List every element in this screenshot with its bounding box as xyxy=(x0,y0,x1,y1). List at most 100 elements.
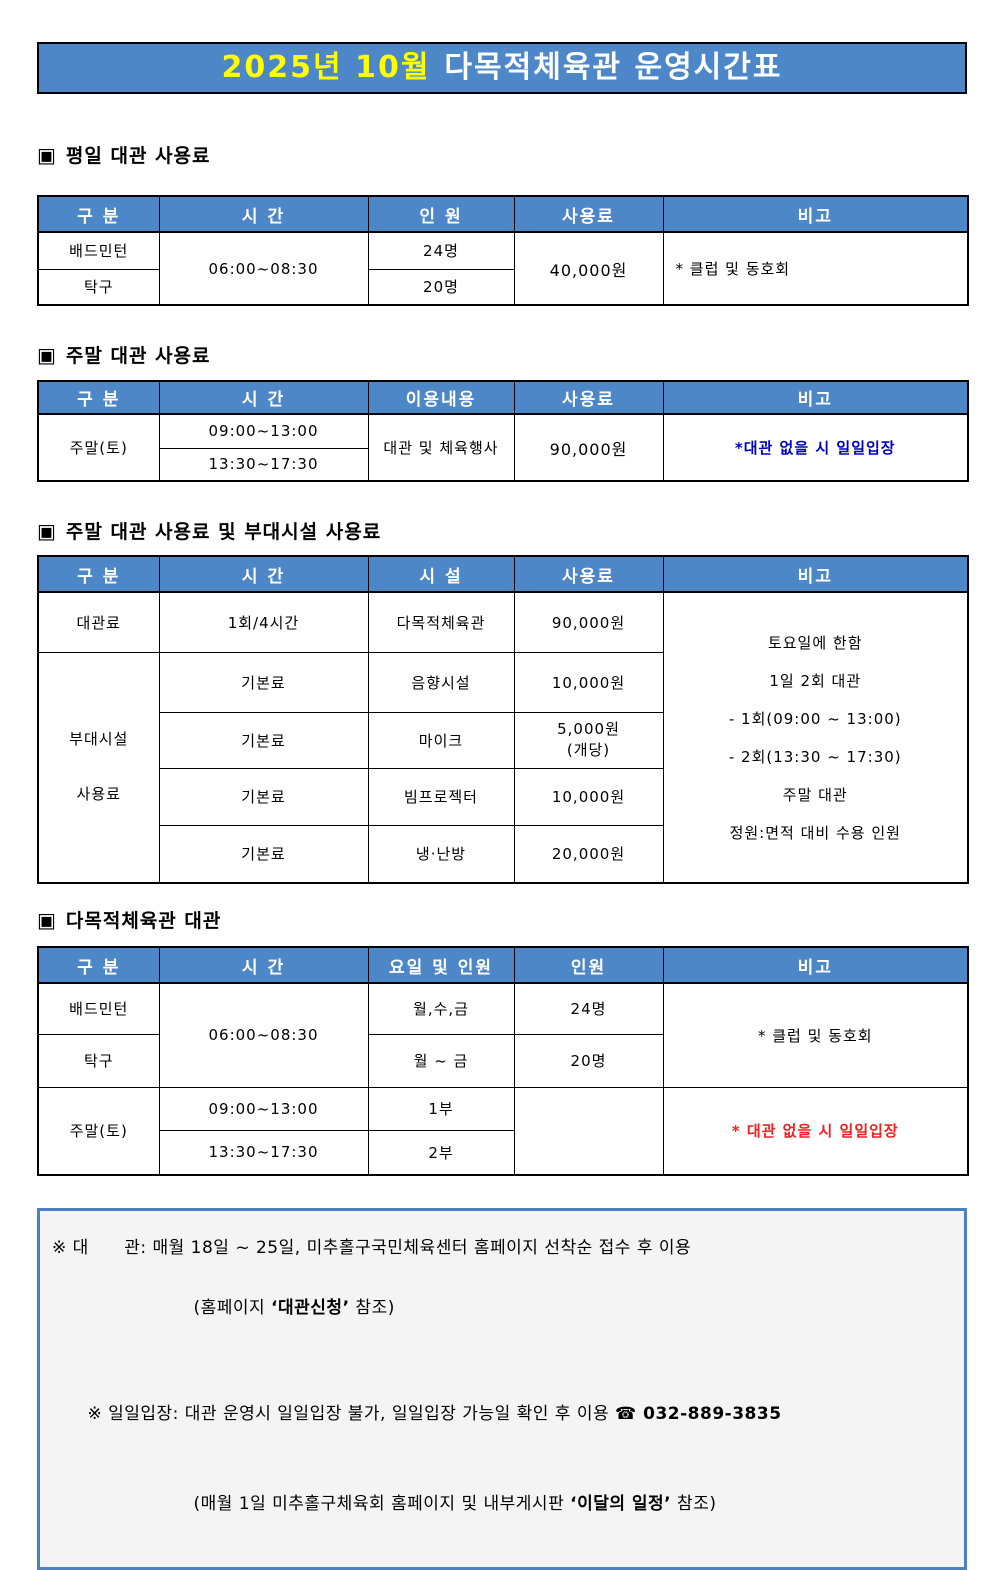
cell-base: 기본료 xyxy=(158,651,369,713)
cell-time: 09:00~13:00 xyxy=(158,1086,369,1131)
cell-base: 기본료 xyxy=(158,767,369,826)
cell-note-list: 토요일에 한함 1일 2회 대관 - 1회(09:00 ~ 13:00) - 2… xyxy=(662,591,969,884)
col-header-note: 비고 xyxy=(662,555,969,593)
cell-type: 주말(토) xyxy=(37,413,160,482)
cell-base: 기본료 xyxy=(158,824,369,884)
heading-gym-rental: ▣ 다목적체육관 대관 xyxy=(37,906,967,933)
table-row: 기본료 냉·난방 20,000원 xyxy=(38,824,968,884)
note-line: 1일 2회 대관 xyxy=(769,671,862,690)
col-header-capacity: 인원 xyxy=(513,946,664,984)
cell-capacity: 24명 xyxy=(367,231,515,270)
col-header-type: 구 분 xyxy=(37,380,160,415)
cell-sport: 탁구 xyxy=(37,268,160,306)
title-banner: 2025년 10월 다목적체육관 운영시간표 xyxy=(37,42,967,94)
table-row: 대관료 1회/4시간 다목적체육관 90,000원 토요일에 한함 1일 2회 … xyxy=(37,591,969,884)
note-line: 주말 대관 xyxy=(782,785,848,804)
table-header-row: 구 분 시 간 시 설 사용료 비고 xyxy=(37,555,969,593)
table-row: 기본료 빔프로젝터 10,000원 xyxy=(38,767,968,826)
table-row: 13:30~17:30 2부 xyxy=(38,1129,968,1176)
note-rental: ※ 대 관: 매월 18일 ~ 25일, 미추홀구국민체육센터 홈페이지 선착순… xyxy=(52,1233,950,1263)
note-line: 정원:면적 대비 수용 인원 xyxy=(729,823,901,842)
heading-text: 주말 대관 사용료 및 부대시설 사용료 xyxy=(65,521,382,543)
fee-unit: (개당) xyxy=(566,741,611,759)
note-text: 참조) xyxy=(671,1494,717,1514)
cell-time: 1회/4시간 xyxy=(158,591,369,653)
cell-facility: 마이크 xyxy=(367,711,515,769)
note-bold: ‘이달의 일정’ xyxy=(570,1494,672,1514)
page: 2025년 10월 다목적체육관 운영시간표 ▣ 평일 대관 사용료 구 분 시 … xyxy=(37,42,969,1570)
fee-amount: 5,000원 xyxy=(557,720,620,738)
cell-fee: 90,000원 xyxy=(513,413,664,482)
cell-facility: 빔프로젝터 xyxy=(367,767,515,826)
heading-weekday-fee: ▣ 평일 대관 사용료 xyxy=(37,141,967,168)
cell-sport: 탁구 xyxy=(37,1033,160,1088)
note-bold: ‘대관신청’ xyxy=(271,1298,350,1318)
cell-group-type: 부대시설 사용료 xyxy=(37,651,160,884)
cell-fee: 20,000원 xyxy=(513,824,664,884)
table-row: 부대시설 사용료 기본료 음향시설 10,000원 xyxy=(37,651,968,884)
col-header-time: 시 간 xyxy=(158,946,369,984)
table-header-row: 구 분 시 간 인 원 사용료 비고 xyxy=(37,195,969,233)
table-header-row: 구 분 시 간 요일 및 인원 인원 비고 xyxy=(37,946,969,984)
col-header-fee: 사용료 xyxy=(513,555,664,593)
heading-text: 주말 대관 사용료 xyxy=(65,345,211,367)
cell-part: 1부 xyxy=(367,1086,515,1131)
cell-capacity: 20명 xyxy=(513,1033,664,1088)
heading-text: 다목적체육관 대관 xyxy=(65,910,222,932)
banner-title: 다목적체육관 운영시간표 xyxy=(444,50,783,85)
col-header-type: 구 분 xyxy=(37,946,160,984)
col-header-note: 비고 xyxy=(662,195,969,233)
note-daily-ref: (매월 1일 미추홀구체육회 홈페이지 및 내부게시판 ‘이달의 일정’ 참조) xyxy=(52,1459,950,1549)
col-header-type: 구 분 xyxy=(37,555,160,593)
section-marker-icon: ▣ xyxy=(37,518,57,543)
cell-time: 13:30~17:30 xyxy=(158,447,369,482)
weekend-fee-table: 구 분 시 간 이용내용 사용료 비고 주말(토) 09:00~13:00 대관… xyxy=(37,380,969,482)
col-header-note: 비고 xyxy=(662,380,969,415)
cell-fee: 5,000원 (개당) xyxy=(513,711,664,769)
col-header-usage: 이용내용 xyxy=(367,380,515,415)
cell-sport: 배드민턴 xyxy=(37,982,160,1035)
col-header-capacity: 인 원 xyxy=(367,195,515,233)
cell-capacity: 24명 xyxy=(513,982,664,1035)
cell-note: * 대관 없을 시 일일입장 xyxy=(662,1086,969,1176)
cell-sport: 배드민턴 xyxy=(37,231,160,270)
cell-note: *대관 없을 시 일일입장 xyxy=(662,413,969,482)
table-row: 배드민턴 06:00~08:30 24명 40,000원 * 클럽 및 동호회 xyxy=(37,231,969,306)
cell-facility: 다목적체육관 xyxy=(367,591,515,653)
cell-time: 09:00~13:00 xyxy=(158,413,369,449)
table-header-row: 구 분 시 간 이용내용 사용료 비고 xyxy=(37,380,969,415)
note-daily: ※ 일일입장: 대관 운영시 일일입장 불가, 일일입장 가능일 확인 후 이용… xyxy=(52,1369,950,1459)
section-marker-icon: ▣ xyxy=(37,142,57,167)
table-row: 탁구 20명 xyxy=(37,268,968,306)
note-rental-ref: (홈페이지 ‘대관신청’ 참조) xyxy=(52,1263,950,1353)
heading-facility-fee: ▣ 주말 대관 사용료 및 부대시설 사용료 xyxy=(37,517,967,544)
col-header-time: 시 간 xyxy=(158,195,369,233)
col-header-fee: 사용료 xyxy=(513,195,664,233)
note-text: ※ 일일입장: 대관 운영시 일일입장 불가, 일일입장 가능일 확인 후 이용 xyxy=(87,1404,616,1424)
heading-text: 평일 대관 사용료 xyxy=(65,145,211,167)
cell-days: 월 ~ 금 xyxy=(367,1033,515,1088)
cell-note: * 클럽 및 동호회 xyxy=(662,982,969,1088)
cell-note: * 클럽 및 동호회 xyxy=(662,231,969,306)
cell-capacity-empty xyxy=(513,1086,664,1176)
heading-weekend-fee: ▣ 주말 대관 사용료 xyxy=(37,341,967,368)
cell-fee: 90,000원 xyxy=(513,591,664,653)
cell-type: 주말(토) xyxy=(37,1086,160,1176)
table-row: 배드민턴 06:00~08:30 월,수,금 24명 * 클럽 및 동호회 xyxy=(37,982,969,1088)
cell-usage: 대관 및 체육행사 xyxy=(367,413,515,482)
gym-rental-table: 구 분 시 간 요일 및 인원 인원 비고 배드민턴 06:00~08:30 월… xyxy=(37,946,969,1176)
cell-facility: 냉·난방 xyxy=(367,824,515,884)
cell-base: 기본료 xyxy=(158,711,369,769)
cell-days: 월,수,금 xyxy=(367,982,515,1035)
note-text: ※ 대 관: 매월 18일 ~ 25일, 미추홀구국민체육센터 홈페이지 선착순… xyxy=(52,1238,692,1258)
cell-time: 13:30~17:30 xyxy=(158,1129,369,1176)
note-text: (매월 1일 미추홀구체육회 홈페이지 및 내부게시판 xyxy=(193,1494,571,1514)
phone-number: ☎ 032-889-3835 xyxy=(615,1404,782,1424)
table-row: 주말(토) 09:00~13:00 대관 및 체육행사 90,000원 *대관 … xyxy=(37,413,969,482)
section-marker-icon: ▣ xyxy=(37,907,57,932)
table-row: 13:30~17:30 xyxy=(38,447,968,482)
cell-time: 06:00~08:30 xyxy=(158,231,369,306)
col-header-time: 시 간 xyxy=(158,380,369,415)
cell-part: 2부 xyxy=(367,1129,515,1176)
weekday-fee-table: 구 분 시 간 인 원 사용료 비고 배드민턴 06:00~08:30 24명 … xyxy=(37,195,969,306)
